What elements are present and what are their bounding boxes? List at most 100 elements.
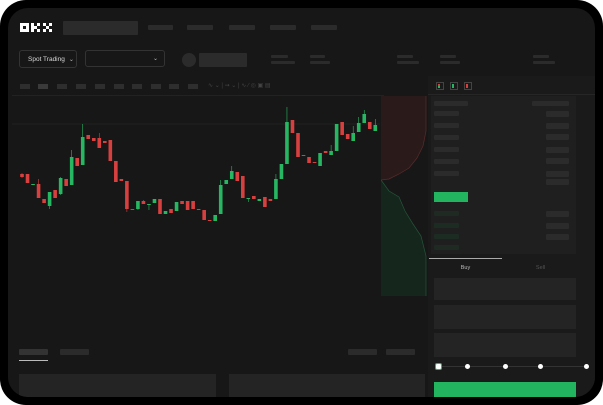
orderbook-price[interactable] — [434, 159, 459, 164]
candle-body — [125, 181, 129, 209]
last-price-highlight — [434, 192, 468, 202]
orderbook-price[interactable] — [434, 135, 459, 140]
orderbook — [431, 96, 576, 254]
candle-body — [108, 140, 113, 161]
tab-order-history[interactable] — [60, 349, 89, 355]
interval-button[interactable] — [114, 84, 124, 89]
app-screen: Spot Trading ⌄ ⌄ ∿ ⌄ | ⇝ ⌄ | ∿ ∕ ◎ ▣ ▤ — [8, 8, 595, 397]
total-input[interactable] — [434, 333, 576, 357]
candle-body — [174, 202, 179, 211]
tab-open-orders[interactable] — [19, 349, 48, 355]
chevron-down-icon: ⌄ — [68, 56, 74, 63]
candle-body — [218, 185, 223, 214]
orderbook-price[interactable] — [434, 111, 459, 116]
orderbook-price[interactable] — [434, 171, 459, 176]
orderbook-bids-icon[interactable] — [450, 82, 458, 90]
orderbook-price[interactable] — [434, 123, 459, 128]
candle-body — [36, 184, 41, 198]
chevron-down-icon: ⌄ — [152, 56, 158, 62]
slider-step-25[interactable] — [465, 364, 470, 369]
slider-step-75[interactable] — [538, 364, 543, 369]
stat-value — [310, 61, 330, 64]
nav-item[interactable] — [187, 25, 213, 30]
orderbook-price[interactable] — [434, 223, 459, 228]
amount-input[interactable] — [434, 305, 576, 329]
candle-body — [191, 201, 195, 209]
divider — [428, 94, 595, 95]
nav-item[interactable] — [311, 25, 337, 30]
candle-body — [296, 133, 300, 157]
orderbook-asks-icon[interactable] — [464, 82, 472, 90]
candle-body — [86, 135, 91, 139]
candle-body — [224, 180, 229, 184]
buy-tab-indicator — [429, 258, 502, 259]
stat-label — [440, 55, 456, 58]
candle-body — [334, 124, 339, 151]
orderbook-header — [434, 101, 468, 106]
orderbook-both-icon[interactable] — [436, 82, 444, 90]
depth-chart — [381, 96, 427, 296]
price-input[interactable] — [434, 278, 576, 300]
orderbook-price[interactable] — [434, 234, 459, 239]
candle-body — [25, 174, 30, 183]
interval-button[interactable] — [38, 84, 48, 89]
nav-item[interactable] — [148, 25, 173, 30]
pair-selector[interactable]: ⌄ — [85, 50, 165, 67]
slider-step-50[interactable] — [503, 364, 508, 369]
candlestick-chart[interactable] — [8, 8, 388, 248]
candle-body — [329, 151, 333, 155]
buy-submit-button[interactable] — [434, 382, 576, 397]
candle-body — [323, 151, 328, 153]
orderbook-size — [546, 223, 569, 229]
search-placeholder[interactable] — [63, 21, 138, 35]
stat-label — [397, 55, 413, 58]
candle-body — [75, 158, 79, 166]
tab-buy[interactable]: Buy — [460, 265, 471, 271]
interval-button[interactable] — [76, 84, 86, 89]
amount-slider-track[interactable] — [438, 366, 588, 367]
candle-body — [91, 138, 96, 141]
candle-body — [147, 204, 151, 205]
tab-sell[interactable]: Sell — [535, 265, 546, 271]
orderbook-price[interactable] — [434, 147, 459, 152]
candle-body — [356, 123, 361, 132]
interval-button[interactable] — [132, 84, 142, 89]
orderbook-size — [546, 147, 569, 153]
candle-body — [362, 114, 367, 123]
filter-button[interactable] — [386, 349, 415, 355]
candle-body — [64, 179, 68, 186]
interval-button[interactable] — [57, 84, 67, 89]
interval-button[interactable] — [169, 84, 179, 89]
candle-body — [69, 157, 74, 185]
interval-button[interactable] — [20, 84, 30, 89]
candle-body — [141, 201, 146, 204]
orderbook-size — [546, 211, 569, 217]
stat-value — [271, 61, 295, 64]
interval-button[interactable] — [151, 84, 161, 89]
stat-value — [533, 61, 555, 64]
candle-body — [136, 201, 140, 209]
candle-body — [263, 197, 267, 207]
candle-body — [130, 209, 135, 210]
bid-depth-area — [381, 180, 426, 296]
nav-item[interactable] — [270, 25, 296, 30]
candle-body — [340, 122, 344, 135]
filter-button[interactable] — [348, 349, 377, 355]
candle-body — [229, 171, 234, 179]
candle-body — [213, 215, 217, 221]
amount-slider-handle[interactable] — [435, 363, 442, 370]
chart-type-icon[interactable]: ∿ ⌄ | ⇝ ⌄ | ∿ ∕ ◎ ▣ ▤ — [208, 83, 271, 89]
slider-step-100[interactable] — [584, 364, 589, 369]
orderbook-price[interactable] — [434, 211, 459, 216]
candle-body — [318, 153, 322, 166]
orderbook-size — [546, 171, 569, 177]
interval-button[interactable] — [95, 84, 105, 89]
orderbook-price[interactable] — [434, 245, 459, 250]
candle-body — [373, 125, 378, 131]
nav-item[interactable] — [229, 25, 255, 30]
candle-body — [274, 179, 278, 199]
candle-body — [279, 164, 284, 179]
market-type-selector[interactable]: Spot Trading ⌄ — [19, 50, 77, 68]
interval-button[interactable] — [188, 84, 198, 89]
candle-body — [257, 199, 262, 201]
